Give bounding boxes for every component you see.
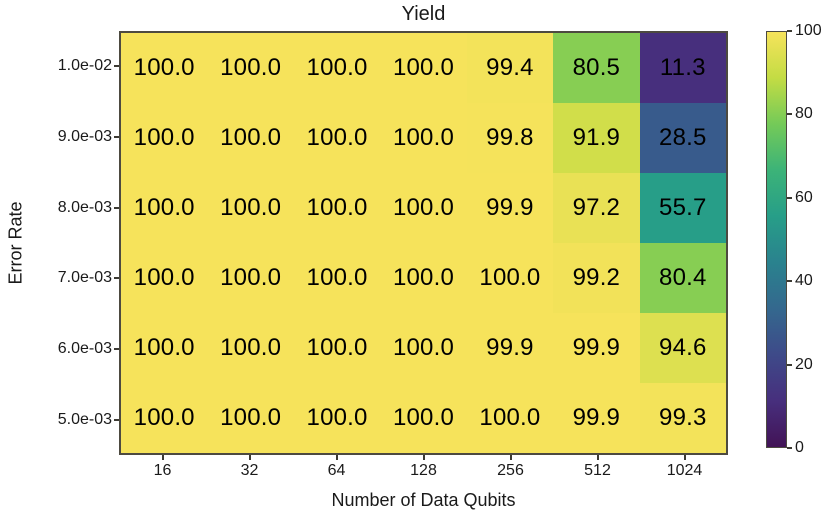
colorbar-tick-mark [787, 30, 792, 32]
colorbar-tick-label: 60 [795, 188, 813, 206]
heatmap-cell: 100.0 [121, 313, 208, 383]
colorbar-tick-label: 20 [795, 355, 813, 373]
heatmap-cell: 28.5 [639, 103, 726, 173]
y-tick-mark [114, 348, 119, 350]
heatmap-cell: 99.9 [553, 383, 640, 453]
heatmap-cell: 100.0 [121, 383, 208, 453]
heatmap-cell: 99.3 [639, 383, 726, 453]
y-tick-mark [114, 65, 119, 68]
y-tick-mark [114, 136, 119, 138]
x-tick-mark [248, 455, 251, 460]
colorbar-gradient [767, 32, 786, 447]
chart-title: Yield [401, 3, 446, 25]
x-tick-label: 16 [153, 462, 172, 479]
colorbar-tick-label: 0 [795, 439, 804, 456]
x-tick-mark [509, 455, 512, 460]
heatmap-cell: 100.0 [121, 33, 208, 103]
y-tick-mark [114, 206, 119, 209]
heatmap-cell: 80.5 [553, 33, 640, 103]
x-tick-mark [596, 455, 599, 460]
x-tick-label: 512 [584, 462, 611, 479]
heatmap-cell: 99.4 [466, 33, 554, 103]
heatmap-cell: 100.0 [121, 173, 208, 243]
heatmap-cell: 80.4 [639, 243, 726, 313]
x-tick-label: 64 [327, 462, 346, 479]
y-tick-mark [114, 277, 119, 280]
heatmap-cell: 100.0 [293, 243, 381, 313]
y-tick-label: 1.0e-02 [57, 57, 112, 75]
y-tick-label: 7.0e-03 [57, 269, 112, 287]
x-tick-label: 32 [240, 462, 259, 479]
heatmap-cell: 100.0 [207, 173, 294, 243]
heatmap-cell: 100.0 [380, 243, 467, 313]
colorbar-tick-label: 40 [795, 272, 813, 290]
heatmap-cell: 100.0 [380, 33, 467, 103]
heatmap-cell: 99.8 [466, 103, 554, 173]
y-tick-mark [114, 418, 119, 421]
heatmap-cell: 100.0 [466, 243, 554, 313]
heatmap-cell: 100.0 [380, 383, 467, 453]
heatmap-cell: 100.0 [293, 383, 381, 453]
colorbar-tick-mark [787, 113, 792, 116]
colorbar-tick-mark [787, 363, 792, 366]
x-tick-mark [335, 455, 338, 460]
heatmap-cell: 100.0 [380, 173, 467, 243]
x-tick-label: 128 [410, 462, 437, 479]
heatmap-cell: 91.9 [553, 103, 640, 173]
heatmap-cell: 100.0 [380, 313, 467, 383]
y-axis-label: Error Rate [5, 201, 26, 285]
x-tick-label: 1024 [666, 462, 703, 479]
x-tick-mark [683, 455, 686, 460]
y-tick-label: 6.0e-03 [57, 340, 112, 357]
heatmap-cell: 100.0 [466, 383, 554, 453]
heatmap-cell: 100.0 [293, 33, 381, 103]
y-tick-label: 9.0e-03 [57, 128, 112, 145]
heatmap-cell: 99.9 [553, 313, 640, 383]
x-tick-mark [161, 455, 164, 460]
heatmap-cell: 100.0 [207, 383, 294, 453]
heatmap-cell: 99.2 [553, 243, 640, 313]
heatmap-cell: 99.9 [466, 313, 554, 383]
heatmap-cell: 99.9 [466, 173, 554, 243]
heatmap-cell: 100.0 [207, 313, 294, 383]
heatmap-cell: 100.0 [207, 103, 294, 173]
y-tick-label: 5.0e-03 [57, 410, 112, 428]
heatmap-cell: 100.0 [207, 243, 294, 313]
colorbar-tick-mark [787, 280, 792, 283]
heatmap-cell: 97.2 [553, 173, 640, 243]
heatmap-cell: 100.0 [121, 103, 208, 173]
heatmap-cell: 11.3 [639, 33, 726, 103]
heatmap-cell: 94.6 [639, 313, 726, 383]
x-tick-label: 256 [497, 462, 524, 479]
y-tick-label: 8.0e-03 [57, 198, 112, 216]
heatmap-cell: 100.0 [207, 33, 294, 103]
heatmap-cell: 100.0 [380, 103, 467, 173]
colorbar-tick-label: 80 [795, 105, 813, 123]
heatmap-cell: 100.0 [293, 103, 381, 173]
colorbar-tick-mark [787, 447, 792, 449]
heatmap: 100.0 100.0 100.0 100.0 99.4 80.5 11.3 100.0 100… [119, 31, 728, 455]
heatmap-cell: 100.0 [121, 243, 208, 313]
colorbar-tick-mark [787, 196, 792, 199]
heatmap-cell: 100.0 [293, 313, 381, 383]
x-axis-label: Number of Data Qubits [331, 490, 516, 510]
heatmap-cell: 100.0 [293, 173, 381, 243]
colorbar [766, 31, 787, 448]
x-tick-mark [422, 455, 425, 460]
colorbar-tick-label: 100 [795, 22, 822, 39]
heatmap-cell: 55.7 [639, 173, 726, 243]
